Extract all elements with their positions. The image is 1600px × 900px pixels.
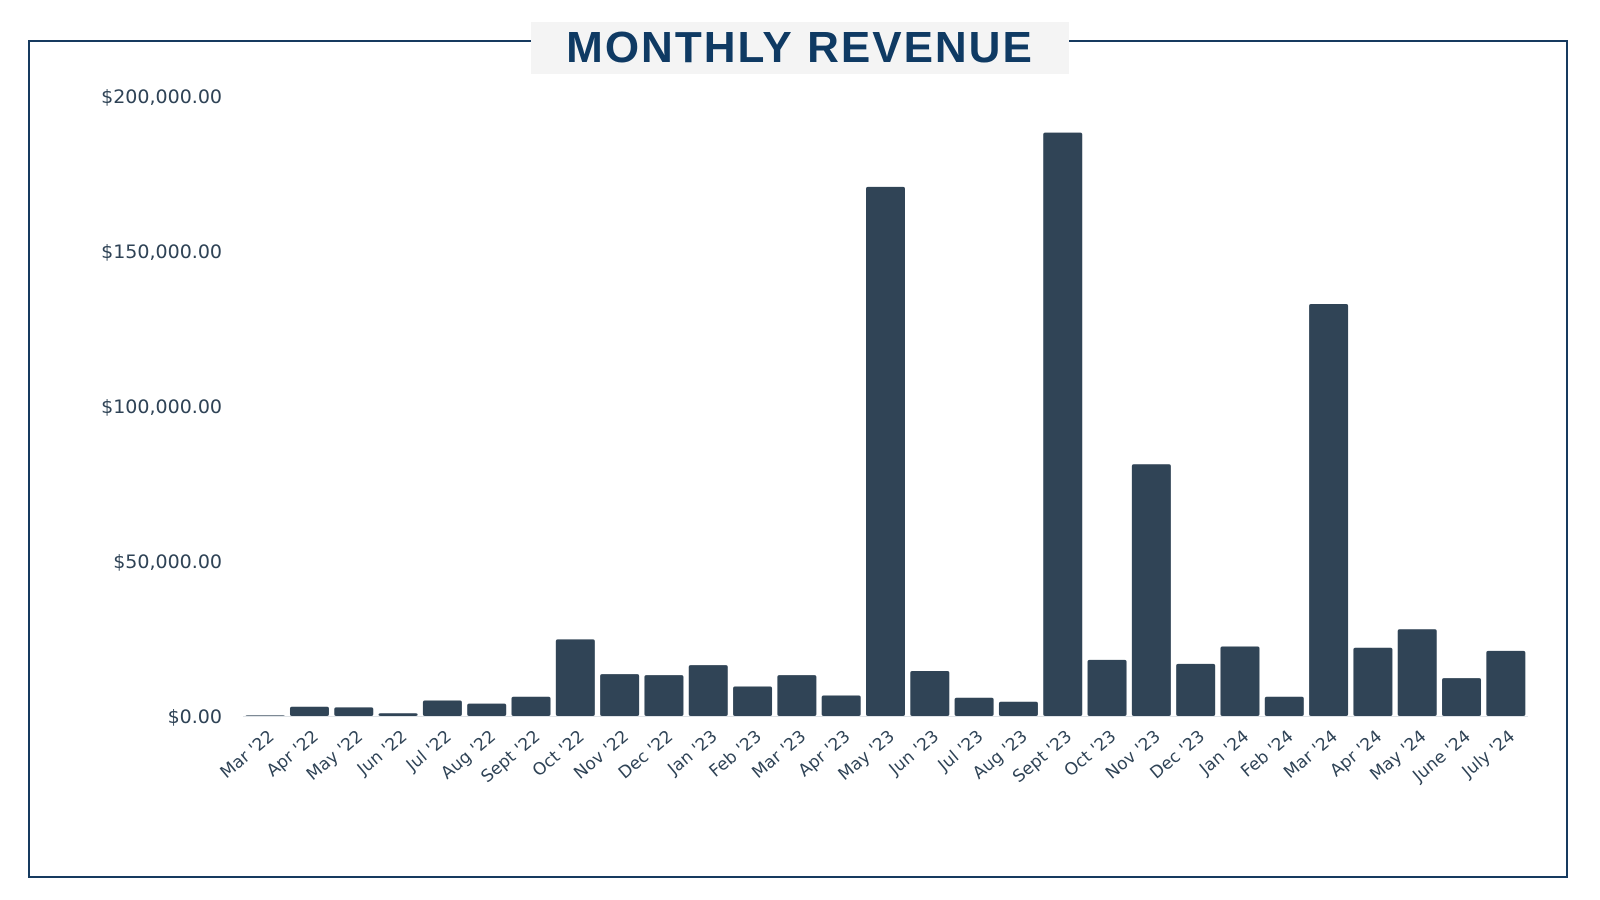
bar-14: [821, 695, 861, 716]
y-tick-label: $200,000.00: [101, 86, 222, 108]
y-tick-label: $50,000.00: [113, 551, 222, 573]
bar-28: [1442, 678, 1482, 716]
bar-17: [954, 697, 994, 716]
bar-11: [688, 665, 728, 716]
bar-1: [245, 715, 285, 716]
bar-19: [1043, 132, 1083, 716]
bar-16: [910, 671, 950, 716]
x-tick-label: Jun '22: [353, 727, 411, 780]
bar-4: [378, 713, 418, 716]
bar-29: [1486, 650, 1526, 716]
chart-title: MONTHLY REVENUE: [531, 22, 1069, 74]
bar-9: [600, 674, 640, 716]
bar-24: [1264, 696, 1304, 716]
y-tick-label: $100,000.00: [101, 396, 222, 418]
bar-25: [1309, 304, 1349, 716]
bar-2: [289, 706, 329, 716]
bar-6: [467, 703, 507, 716]
x-tick-label: Jun '23: [885, 727, 943, 780]
bar-10: [644, 675, 684, 716]
y-tick-label: $150,000.00: [101, 241, 222, 263]
bar-3: [334, 707, 374, 716]
bar-23: [1220, 646, 1260, 716]
bar-18: [998, 701, 1038, 716]
bar-20: [1087, 659, 1127, 716]
bar-13: [777, 675, 817, 716]
bar-15: [866, 186, 905, 716]
bar-8: [555, 639, 595, 716]
bar-12: [733, 686, 773, 716]
bar-5: [422, 700, 462, 716]
bar-7: [511, 696, 551, 716]
bar-22: [1176, 663, 1216, 716]
bar-21: [1131, 464, 1171, 716]
y-tick-label: $0.00: [168, 706, 222, 728]
bar-26: [1353, 647, 1393, 716]
bar-27: [1397, 629, 1437, 716]
